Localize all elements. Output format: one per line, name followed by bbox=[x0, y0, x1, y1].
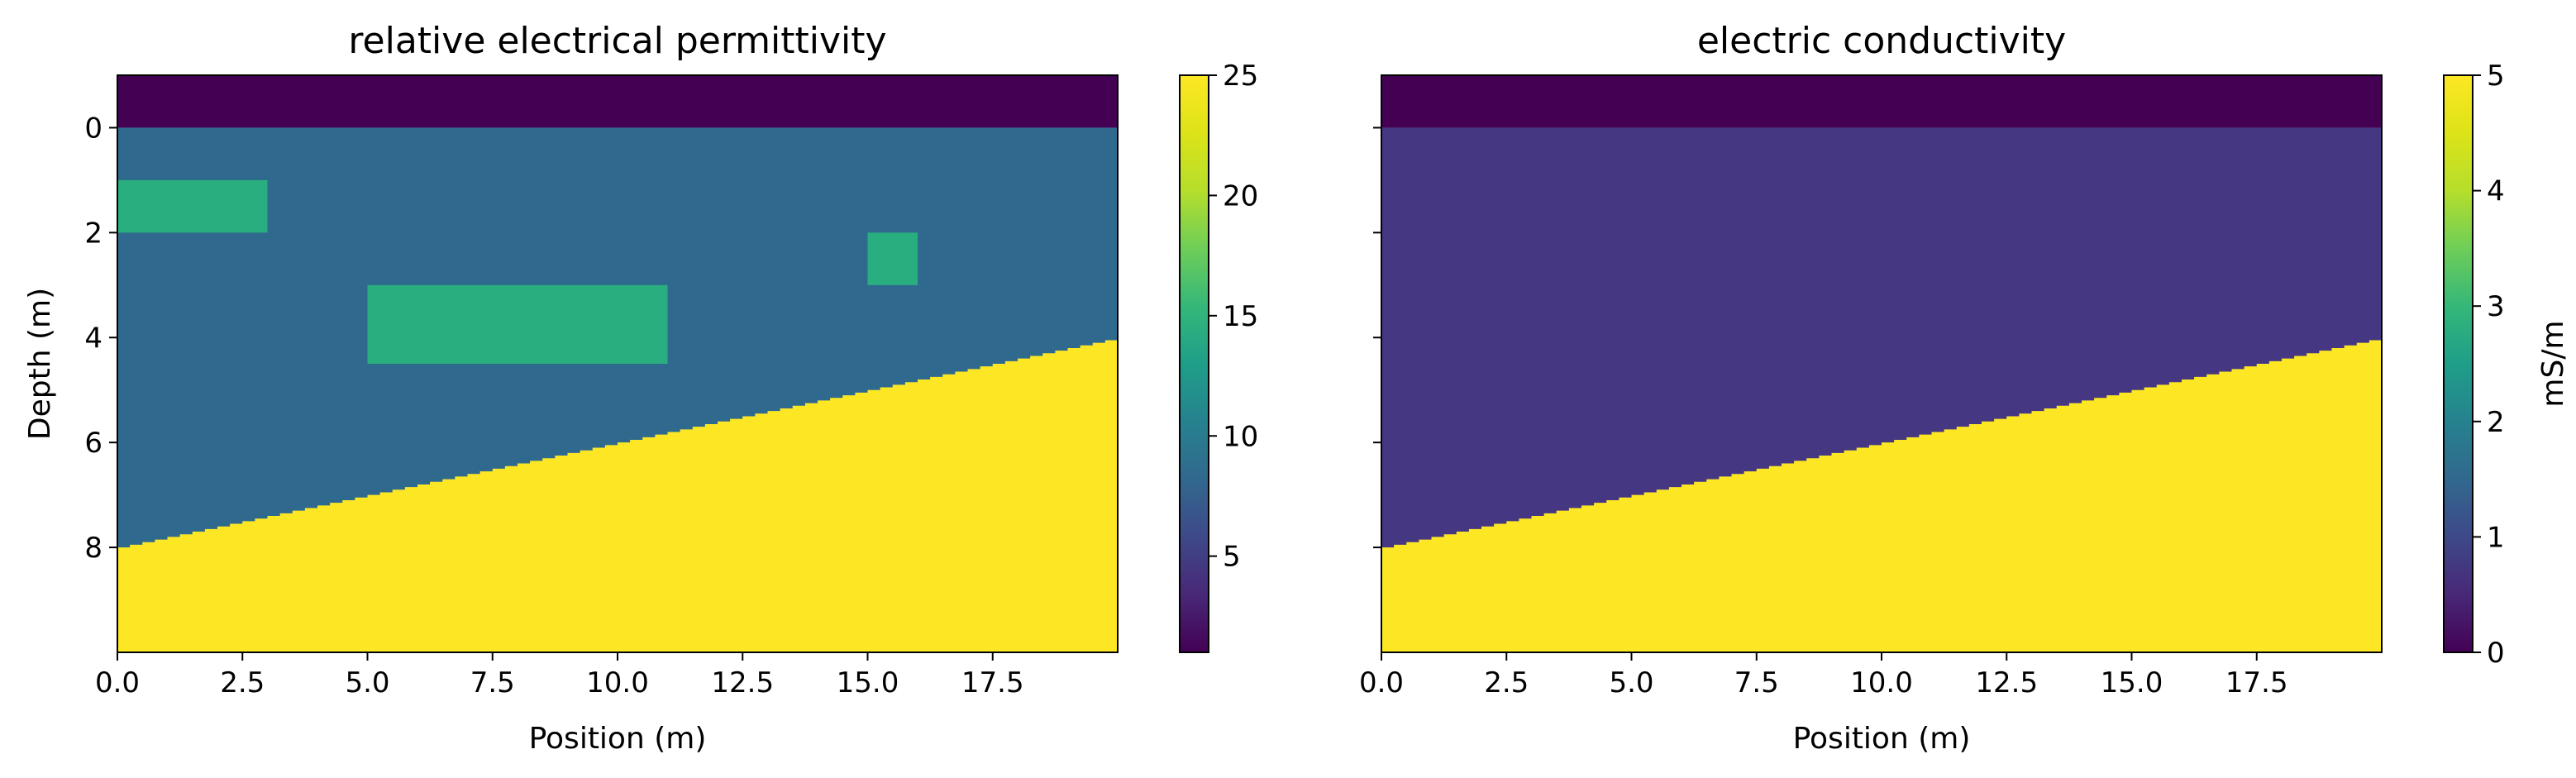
colorbar-tick-label: 15 bbox=[1223, 300, 1258, 333]
y-tick-label: 4 bbox=[84, 322, 103, 355]
top-layer-cell bbox=[1381, 75, 2382, 128]
y-tick-label: 8 bbox=[84, 532, 103, 565]
conductivity-colorbar-ticks: 0 1 2 3 4 5 bbox=[2473, 60, 2505, 670]
x-tick-label: 15.0 bbox=[837, 666, 899, 699]
conductivity-colorbar-gradient bbox=[2443, 74, 2473, 653]
y-tick-label: 0 bbox=[84, 112, 103, 145]
x-tick-label: 12.5 bbox=[711, 666, 774, 699]
permittivity-colorbar: 5 10 15 20 25 bbox=[1179, 60, 1258, 653]
colorbar-tick-label: 4 bbox=[2487, 175, 2505, 208]
permittivity-colorbar-gradient bbox=[1179, 74, 1209, 653]
permittivity-y-ticks: 0 2 4 6 8 bbox=[84, 112, 117, 565]
top-layer-cell bbox=[117, 75, 1118, 128]
conductivity-colorbar: 0 1 2 3 4 5 mS/m bbox=[2443, 60, 2570, 670]
permittivity-x-ticks: 0.0 2.5 5.0 7.5 10.0 12.5 15.0 17.5 bbox=[95, 652, 1024, 699]
colorbar-tick-label: 20 bbox=[1223, 179, 1258, 212]
inclusion-cell bbox=[117, 179, 268, 233]
x-tick-label: 12.5 bbox=[1975, 666, 2038, 699]
x-tick-label: 17.5 bbox=[2225, 666, 2288, 699]
y-tick-label: 6 bbox=[84, 427, 103, 460]
permittivity-x-label: Position (m) bbox=[529, 722, 707, 756]
x-tick-label: 2.5 bbox=[1484, 666, 1529, 699]
x-tick-label: 10.0 bbox=[1850, 666, 1913, 699]
bottom-layer-cell bbox=[117, 340, 1118, 652]
x-tick-label: 2.5 bbox=[220, 666, 265, 699]
conductivity-x-ticks: 0.0 2.5 5.0 7.5 10.0 12.5 15.0 17.5 bbox=[1359, 652, 2288, 699]
permittivity-panel: 0.0 2.5 5.0 7.5 10.0 12.5 15.0 17.5 0 2 4 6 8 relat… bbox=[23, 20, 1258, 756]
conductivity-title: electric conductivity bbox=[1697, 20, 2066, 62]
permittivity-title: relative electrical permittivity bbox=[348, 20, 886, 62]
colorbar-tick-label: 10 bbox=[1223, 420, 1258, 453]
x-tick-label: 5.0 bbox=[345, 666, 389, 699]
colorbar-tick-label: 5 bbox=[2487, 60, 2505, 93]
y-tick-label: 2 bbox=[84, 217, 103, 250]
permittivity-y-label: Depth (m) bbox=[23, 288, 57, 440]
x-tick-label: 7.5 bbox=[470, 666, 515, 699]
colorbar-tick-label: 0 bbox=[2487, 637, 2505, 670]
conductivity-x-label: Position (m) bbox=[1793, 722, 1971, 756]
inclusion-cell bbox=[867, 232, 918, 285]
colorbar-tick-label: 25 bbox=[1223, 60, 1258, 93]
x-tick-label: 7.5 bbox=[1734, 666, 1779, 699]
colorbar-tick-label: 1 bbox=[2487, 521, 2505, 554]
permittivity-colorbar-ticks: 5 10 15 20 25 bbox=[1209, 60, 1258, 574]
x-tick-label: 0.0 bbox=[95, 666, 140, 699]
inclusion-cell bbox=[367, 284, 668, 364]
conductivity-panel: 0.0 2.5 5.0 7.5 10.0 12.5 15.0 17.5 electric co… bbox=[1359, 20, 2570, 756]
x-tick-label: 15.0 bbox=[2101, 666, 2163, 699]
x-tick-label: 0.0 bbox=[1359, 666, 1404, 699]
colorbar-tick-label: 5 bbox=[1223, 541, 1241, 574]
conductivity-y-ticks bbox=[1373, 126, 1381, 549]
x-tick-label: 17.5 bbox=[961, 666, 1024, 699]
colorbar-tick-label: 2 bbox=[2487, 406, 2505, 439]
conductivity-plot-area bbox=[1381, 75, 2382, 653]
permittivity-plot-area bbox=[117, 75, 1118, 653]
x-tick-label: 5.0 bbox=[1609, 666, 1653, 699]
conductivity-colorbar-label: mS/m bbox=[2536, 320, 2570, 407]
x-tick-label: 10.0 bbox=[586, 666, 649, 699]
bottom-layer-cell bbox=[1381, 340, 2382, 652]
colorbar-tick-label: 3 bbox=[2487, 290, 2505, 323]
